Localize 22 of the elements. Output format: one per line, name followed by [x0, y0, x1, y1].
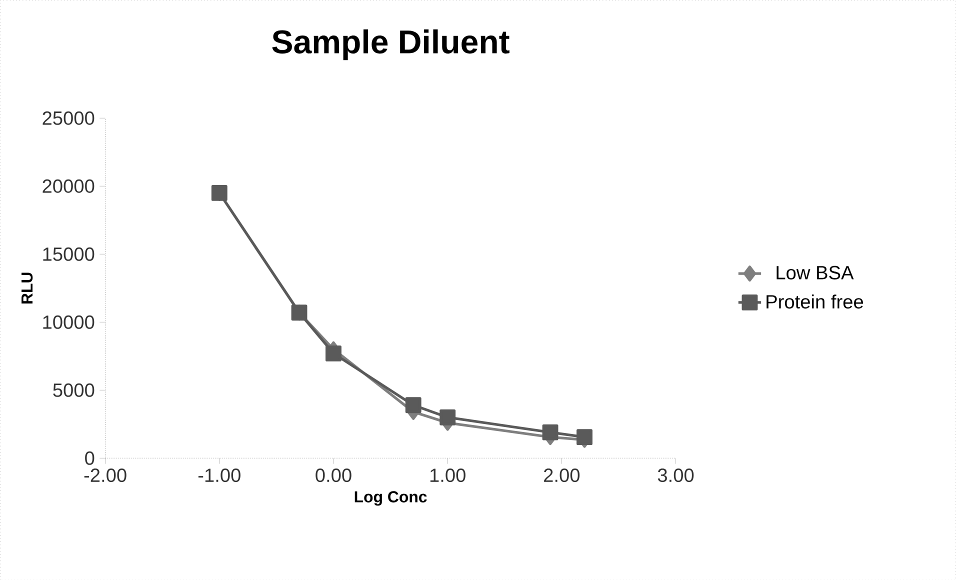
legend-label: Low BSA — [776, 266, 854, 280]
y-tick-label: 0 — [85, 451, 94, 465]
point — [405, 396, 422, 413]
x-tick-label: -2.00 — [84, 468, 126, 482]
point — [576, 428, 592, 445]
y-tick-label: 20000 — [42, 179, 94, 193]
y-tick-label: 25000 — [42, 111, 94, 125]
x-tick-label: 0.00 — [316, 468, 352, 482]
x-tick-label: 2.00 — [544, 468, 580, 482]
x-tick-label: 3.00 — [658, 468, 694, 482]
x-axis-title: Log Conc — [354, 490, 427, 506]
x-tick-label: 1.00 — [430, 468, 466, 482]
y-tick-label: 15000 — [43, 247, 94, 261]
chart-title: Sample Diluent — [272, 29, 510, 60]
point — [440, 409, 456, 426]
point — [542, 424, 558, 440]
legend-label: Protein free — [766, 294, 864, 308]
y-tick-label: 5000 — [53, 383, 94, 397]
point — [326, 345, 342, 362]
x-tick-label: -1.00 — [198, 468, 240, 482]
y-tick-label: 10000 — [43, 315, 94, 329]
y-axis-title: RLU — [22, 272, 33, 304]
